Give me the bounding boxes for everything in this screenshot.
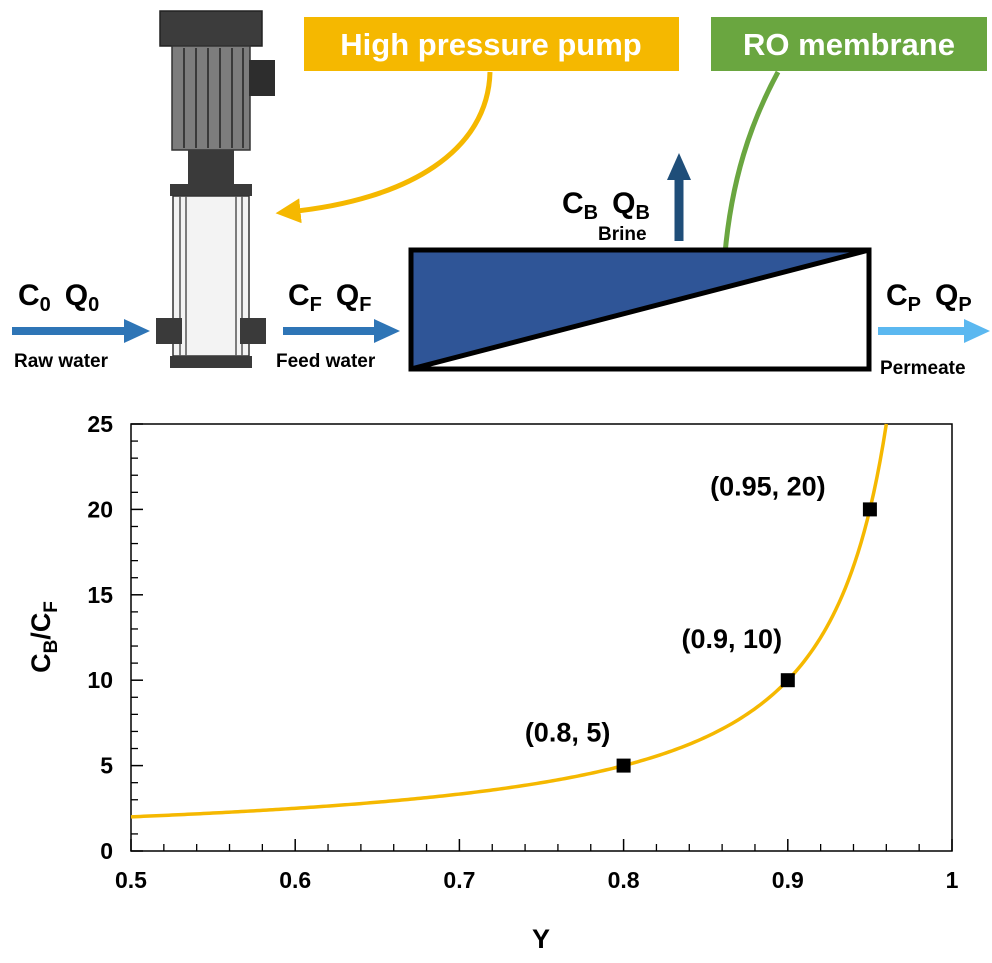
- pump-top-flange: [170, 184, 252, 196]
- pump-inlet-port: [156, 318, 182, 344]
- x-tick-label: 1: [946, 867, 959, 893]
- y-axis-title: CB/CF: [26, 601, 62, 673]
- x-tick-label: 0.9: [772, 867, 804, 893]
- y-tick-labels: 0 5 10 15 20 25: [87, 411, 113, 864]
- data-point-marker: [862, 502, 877, 517]
- x-tick-label: 0.6: [279, 867, 311, 893]
- minor-ticks: [131, 440, 920, 851]
- y-tick-label: 25: [87, 411, 113, 437]
- pump-label: High pressure pump: [340, 27, 641, 62]
- data-point-marker: [616, 758, 631, 773]
- y-tick-label: 10: [87, 667, 113, 693]
- pump-pointer-arrow: [275, 71, 493, 224]
- pump-motor-fins: [183, 48, 244, 148]
- brine-stream: CB QB Brine: [562, 153, 691, 245]
- y-tick-label: 15: [87, 582, 113, 608]
- high-pressure-pump: [156, 10, 275, 368]
- series-line: [130, 423, 889, 819]
- brine-label: Brine: [598, 224, 647, 245]
- y-tick-label: 0: [100, 838, 113, 864]
- data-points: (0.8, 5) (0.9, 10) (0.95, 20): [525, 471, 877, 773]
- ro-membrane: [408, 247, 872, 372]
- y-tick-label: 5: [100, 753, 113, 779]
- pump-base: [170, 356, 252, 368]
- membrane-pointer-arrow: [712, 70, 781, 279]
- membrane-label-box: [711, 17, 987, 71]
- brine-symbol: CB QB: [562, 187, 650, 224]
- feed-water-stream: CF QF Feed water: [276, 279, 400, 372]
- feed-water-arrow-head: [374, 319, 400, 343]
- x-axis-title: Y: [532, 924, 550, 954]
- data-point-label: (0.8, 5): [525, 718, 611, 748]
- y-tick-label: 20: [87, 496, 113, 522]
- plot-area: [130, 423, 953, 852]
- raw-water-label: Raw water: [14, 351, 109, 372]
- x-tick-label: 0.7: [443, 867, 475, 893]
- pump-terminal-box: [249, 60, 275, 96]
- raw-water-stream: C0 Q0 Raw water: [12, 279, 150, 372]
- brine-arrow-head: [667, 153, 691, 180]
- pump-label-box: [304, 17, 679, 71]
- membrane-frame: [408, 247, 872, 372]
- concentration-factor-chart: 0.5 0.6 0.7 0.8 0.9 1 0 5 10 15 20 25 (0.8, 5) (0.9…: [26, 411, 959, 954]
- raw-water-arrow-head: [124, 319, 150, 343]
- pump-housing: [172, 195, 250, 357]
- permeate-label: Permeate: [880, 358, 966, 379]
- data-point-label: (0.9, 10): [682, 624, 783, 654]
- feed-water-symbol: CF QF: [288, 279, 371, 316]
- permeate-stream: CP QP Permeate: [878, 279, 990, 379]
- feed-water-label: Feed water: [276, 351, 376, 372]
- permeate-arrow-head: [964, 319, 990, 343]
- pump-outlet-port: [240, 318, 266, 344]
- major-ticks: [130, 423, 953, 852]
- membrane-diagonal: [410, 247, 870, 372]
- data-point-marker: [780, 673, 795, 688]
- pump-motor-cap: [159, 10, 263, 47]
- x-tick-label: 0.5: [115, 867, 147, 893]
- x-tick-label: 0.8: [608, 867, 640, 893]
- membrane-label: RO membrane: [743, 27, 955, 62]
- pump-coupling: [188, 150, 234, 184]
- raw-water-symbol: C0 Q0: [18, 279, 99, 316]
- permeate-symbol: CP QP: [886, 279, 972, 316]
- data-point-label: (0.95, 20): [710, 471, 826, 501]
- x-tick-labels: 0.5 0.6 0.7 0.8 0.9 1: [115, 867, 959, 893]
